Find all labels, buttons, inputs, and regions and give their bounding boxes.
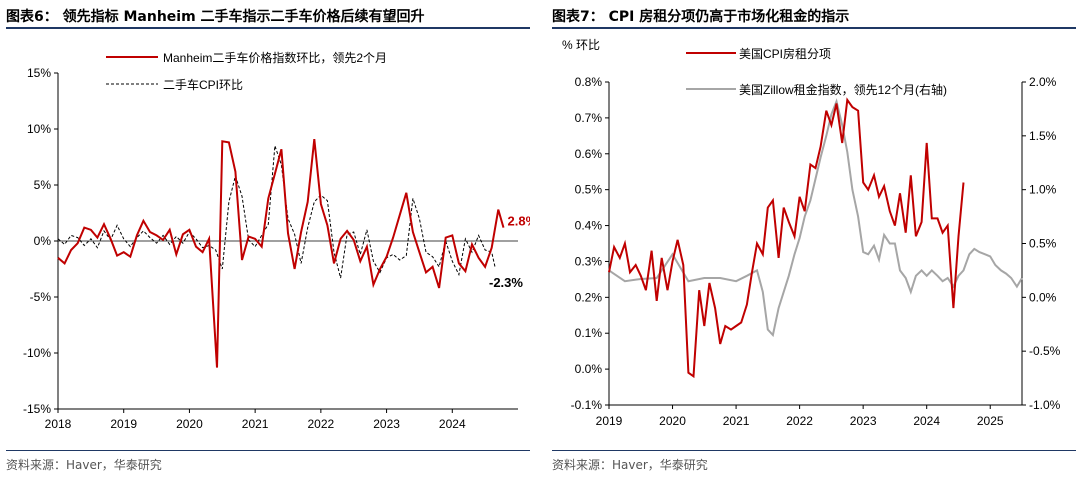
left-x-tick-label: 2020 bbox=[176, 417, 203, 431]
right-y-tick-label: 0.6% bbox=[575, 147, 603, 161]
right-legend-zillow-label: 美国Zillow租金指数，领先12个月(右轴) bbox=[739, 82, 947, 97]
left-source: 资料来源：Haver，华泰研究 bbox=[6, 458, 162, 472]
left-legend-manheim-label: Manheim二手车价格指数环比，领先2个月 bbox=[163, 50, 387, 65]
right-x-tick-label: 2024 bbox=[913, 414, 940, 428]
right-y-tick-label: 0.4% bbox=[575, 219, 603, 233]
right-y-tick-label: 0.2% bbox=[575, 290, 603, 304]
left-annotation-cpi-latest: -2.3% bbox=[489, 275, 523, 290]
right-y2-tick-label: 2.0% bbox=[1029, 75, 1057, 89]
left-y-tick-label: 15% bbox=[27, 66, 51, 80]
left-source-rule bbox=[6, 450, 530, 451]
right-chart-title: 图表7： CPI 房租分项仍高于市场化租金的指示 bbox=[552, 9, 850, 25]
right-title-rule bbox=[552, 27, 1076, 29]
right-legend-cpi-label: 美国CPI房租分项 bbox=[739, 46, 831, 61]
right-y-tick-label: 0.8% bbox=[575, 75, 603, 89]
right-chart: % 环比 -0.1% 0.0% 0.1% 0.2% 0.3% 0.4% 0.5% 0.6% 0.7… bbox=[562, 38, 1061, 428]
right-y2-tick-label: 0.0% bbox=[1029, 290, 1057, 304]
left-y-tick-label: 10% bbox=[27, 122, 51, 136]
left-x-tick-label: 2022 bbox=[308, 417, 335, 431]
left-y-tick-label: 0% bbox=[34, 234, 52, 248]
left-y-tick-label: -5% bbox=[30, 290, 52, 304]
right-x-tick-label: 2022 bbox=[786, 414, 813, 428]
left-series-used-car-cpi-line bbox=[57, 145, 496, 279]
right-y2-tick-label: 1.5% bbox=[1029, 129, 1057, 143]
right-x-tick-label: 2021 bbox=[723, 414, 750, 428]
right-y-tick-label: 0.7% bbox=[575, 111, 603, 125]
right-y2-tick-label: 0.5% bbox=[1029, 237, 1057, 251]
right-y-tick-label: 0.1% bbox=[575, 326, 603, 340]
left-x-tick-label: 2024 bbox=[439, 417, 466, 431]
right-y-tick-label: 0.3% bbox=[575, 254, 603, 268]
right-chart-panel: 图表7： CPI 房租分项仍高于市场化租金的指示 % 环比 -0.1% 0.0% 0.… bbox=[552, 0, 1076, 479]
right-source: 资料来源：Haver，华泰研究 bbox=[552, 458, 708, 472]
right-x-tick-label: 2020 bbox=[659, 414, 686, 428]
left-series-manheim-line bbox=[57, 138, 505, 368]
left-chart: -15% -10% -5% 0% 5% 10% 15% 2018 2019 2020 2021 202… bbox=[23, 50, 530, 431]
right-y-tick-label: 0.5% bbox=[575, 183, 603, 197]
right-x-tick-label: 2025 bbox=[977, 414, 1004, 428]
left-chart-panel: 图表6： 领先指标 Manheim 二手车指示二手车价格后续有望回升 -15% -… bbox=[6, 0, 530, 479]
left-y-tick-label: 5% bbox=[34, 178, 52, 192]
left-legend-cpi-label: 二手车CPI环比 bbox=[163, 77, 243, 92]
right-series-cpi-rent-line bbox=[608, 97, 965, 379]
left-x-tick-label: 2019 bbox=[110, 417, 137, 431]
left-chart-title: 图表6： 领先指标 Manheim 二手车指示二手车价格后续有望回升 bbox=[6, 9, 425, 25]
left-title-rule bbox=[6, 27, 530, 29]
right-y2-tick-label: -1.0% bbox=[1029, 398, 1061, 412]
right-y-tick-label: 0.0% bbox=[575, 362, 603, 376]
left-y-tick-label: -10% bbox=[23, 346, 51, 360]
right-y2-tick-label: 1.0% bbox=[1029, 183, 1057, 197]
left-y-tick-label: -15% bbox=[23, 402, 51, 416]
right-y-axis-title: % 环比 bbox=[562, 38, 600, 52]
left-x-tick-label: 2021 bbox=[242, 417, 269, 431]
left-annotation-manheim-latest: 2.8% bbox=[508, 214, 530, 229]
right-x-tick-label: 2019 bbox=[596, 414, 623, 428]
right-series-zillow-line bbox=[608, 98, 1023, 338]
right-source-rule bbox=[552, 450, 1076, 451]
right-y-tick-label: -0.1% bbox=[571, 398, 603, 412]
left-x-tick-label: 2018 bbox=[45, 417, 72, 431]
right-y2-tick-label: -0.5% bbox=[1029, 344, 1061, 358]
left-x-tick-label: 2023 bbox=[373, 417, 400, 431]
right-x-tick-label: 2023 bbox=[850, 414, 877, 428]
